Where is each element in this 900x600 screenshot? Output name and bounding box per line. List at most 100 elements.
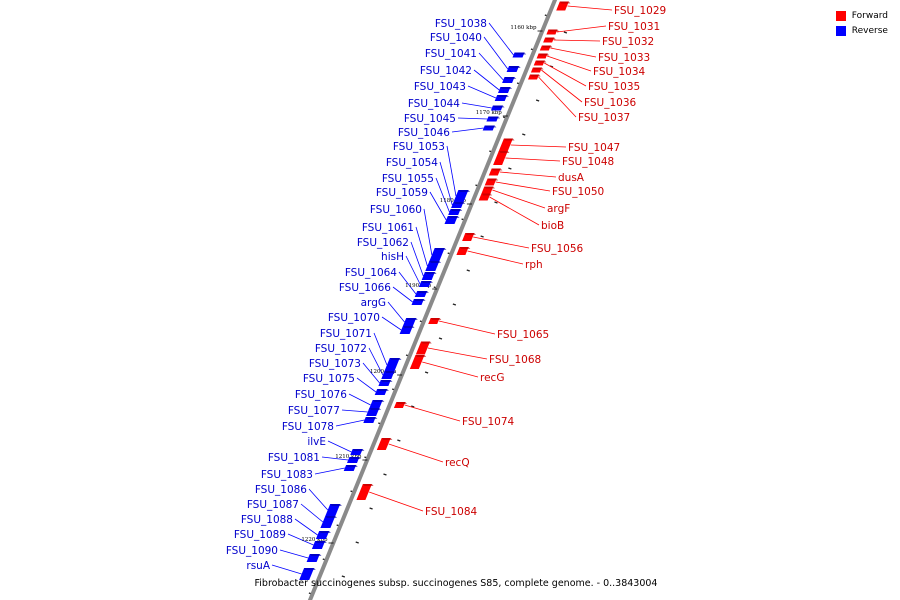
reverse-gene-rsua	[299, 568, 316, 580]
feature-mark	[411, 405, 415, 408]
feature-mark	[508, 167, 512, 170]
reverse-leader-line	[467, 85, 497, 99]
reverse-gene-fsu-1075	[374, 389, 389, 395]
forward-gene-label: FSU_1036	[584, 97, 636, 109]
forward-leader-line	[489, 196, 540, 226]
reverse-gene-label: FSU_1040	[430, 32, 482, 44]
reverse-leader-line	[279, 549, 309, 559]
reverse-gene-label: FSU_1087	[247, 499, 299, 511]
reverse-gene-fsu-1053	[453, 190, 471, 202]
reverse-gene-fsu-1040	[506, 66, 521, 72]
forward-gene-label: FSU_1074	[462, 416, 514, 428]
forward-leader-line	[553, 39, 601, 42]
reverse-gene-label: FSU_1064	[345, 267, 397, 279]
forward-gene-fsu-1065	[428, 318, 442, 324]
reverse-gene-fsu-1083	[343, 465, 358, 471]
legend: Forward Reverse	[835, 8, 888, 38]
reverse-leader-line	[446, 145, 457, 197]
reverse-gene-fsu-1062	[421, 272, 437, 280]
feature-mark	[452, 303, 457, 306]
forward-gene-fsu-1029	[556, 1, 571, 11]
forward-gene-label: FSU_1033	[598, 52, 650, 64]
scale-tick-label: 1180 kbp	[440, 198, 467, 204]
legend-reverse-label: Reverse	[851, 25, 888, 36]
forward-gene-label: FSU_1065	[497, 329, 549, 341]
reverse-gene-fsu-1078	[363, 417, 378, 423]
reverse-gene-label: hisH	[381, 251, 404, 263]
reverse-gene-label: FSU_1045	[404, 113, 456, 125]
reverse-gene-label: FSU_1041	[425, 48, 477, 60]
forward-leader-line	[505, 157, 561, 162]
feature-mark	[466, 269, 470, 272]
reverse-gene-fsu-1073	[378, 380, 393, 386]
reverse-gene-label: FSU_1072	[315, 343, 367, 355]
forward-gene-label: dusA	[558, 172, 585, 184]
forward-gene-label: FSU_1068	[489, 354, 541, 366]
forward-gene-label: recG	[480, 372, 504, 384]
reverse-gene-label: FSU_1061	[362, 222, 414, 234]
reverse-gene-label: argG	[361, 297, 386, 309]
feature-mark	[438, 337, 443, 340]
forward-gene-label: recQ	[445, 457, 470, 469]
reverse-leader-line	[287, 533, 314, 546]
reverse-gene-label: FSU_1042	[420, 65, 472, 77]
forward-leader-line	[473, 236, 530, 249]
reverse-leader-line	[473, 69, 500, 91]
feature-mark	[369, 507, 373, 510]
reverse-gene-label: FSU_1053	[393, 141, 445, 153]
forward-leader-line	[368, 491, 424, 512]
reverse-gene-label: FSU_1075	[303, 373, 355, 385]
forward-gene-label: rph	[525, 259, 543, 271]
reverse-gene-fsu-1070	[399, 326, 415, 334]
reverse-gene-fsu-1043	[494, 95, 509, 101]
reverse-gene-ilve	[350, 449, 365, 455]
scale-tick-label: 1170 kbp	[476, 110, 503, 116]
forward-leader-line	[492, 189, 546, 209]
forward-swatch	[835, 10, 846, 21]
feature-mark	[424, 371, 429, 374]
forward-gene-fsu-1056	[462, 233, 476, 241]
forward-gene-label: bioB	[541, 220, 564, 232]
reverse-leader-line	[271, 564, 302, 575]
reverse-leader-line	[327, 440, 352, 453]
reverse-leader-line	[321, 456, 349, 461]
legend-forward: Forward	[835, 8, 888, 23]
forward-leader-line	[567, 5, 613, 11]
forward-gene-label: FSU_1032	[602, 36, 654, 48]
forward-gene-label: FSU_1029	[614, 5, 666, 17]
reverse-gene-label: FSU_1077	[288, 405, 340, 417]
reverse-gene-label: FSU_1083	[261, 469, 313, 481]
reverse-gene-fsu-1060	[429, 248, 447, 262]
forward-leader-line	[538, 76, 577, 118]
reverse-gene-label: FSU_1088	[241, 514, 293, 526]
forward-gene-fsu-1037	[528, 74, 541, 80]
map-caption: Fibrobacter succinogenes subsp. succinog…	[254, 578, 658, 589]
reverse-gene-fsu-1076	[368, 400, 385, 410]
reverse-gene-label: FSU_1076	[295, 389, 347, 401]
reverse-leader-line	[488, 22, 514, 56]
reverse-leader-line	[356, 377, 377, 393]
forward-gene-fsu-1048	[493, 151, 510, 165]
reverse-gene-label: FSU_1073	[309, 358, 361, 370]
reverse-leader-line	[451, 127, 484, 133]
reverse-gene-label: FSU_1043	[414, 81, 466, 93]
forward-gene-recq	[376, 438, 393, 450]
reverse-gene-hish	[418, 281, 433, 287]
reverse-gene-label: FSU_1059	[376, 187, 428, 199]
forward-leader-line	[510, 144, 567, 148]
feature-mark	[341, 575, 346, 578]
reverse-swatch	[835, 25, 846, 36]
reverse-gene-label: FSU_1055	[382, 173, 434, 185]
reverse-leader-line	[439, 161, 453, 206]
reverse-leader-line	[410, 241, 424, 277]
reverse-gene-fsu-1059	[444, 216, 460, 224]
forward-gene-rph	[456, 247, 471, 255]
reverse-leader-line	[423, 208, 433, 256]
reverse-gene-label: FSU_1060	[370, 204, 422, 216]
forward-gene-fsu-1033	[539, 45, 553, 51]
reverse-gene-fsu-1081	[347, 457, 362, 463]
reverse-leader-line	[373, 332, 388, 366]
reverse-leader-line	[368, 347, 384, 376]
reverse-leader-line	[461, 102, 492, 109]
scale-tick-label: 1160 kbp	[510, 25, 537, 31]
